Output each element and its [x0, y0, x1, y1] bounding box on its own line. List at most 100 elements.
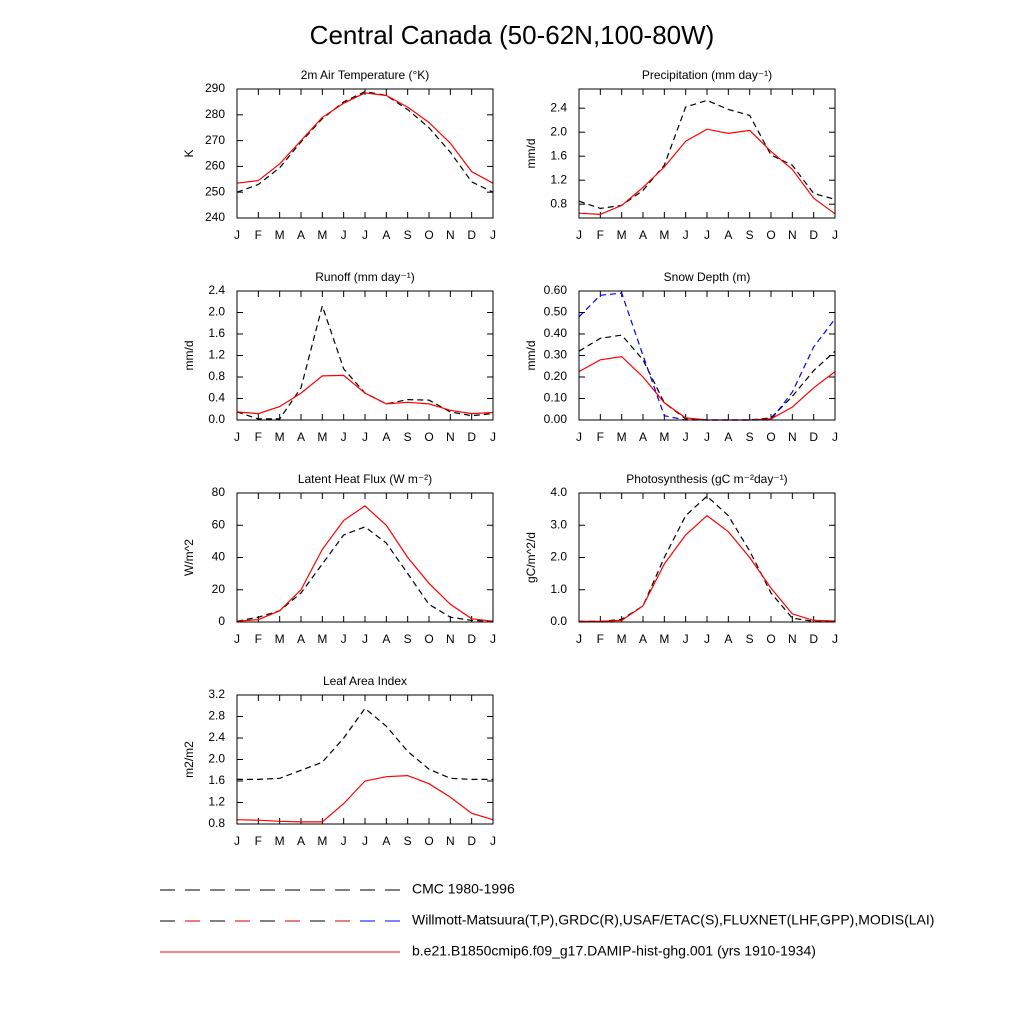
y-tick-label: 260	[205, 159, 225, 173]
y-axis-label: mm/d	[182, 341, 196, 371]
x-tick-label: F	[597, 228, 604, 242]
x-tick-label: F	[597, 632, 604, 646]
x-tick-label: A	[639, 228, 647, 242]
series-line	[578, 355, 836, 421]
series-line	[236, 505, 494, 622]
x-tick-label: D	[809, 228, 818, 242]
x-tick-label: J	[683, 430, 689, 444]
x-tick-label: J	[341, 228, 347, 242]
y-axis-label: m2/m2	[182, 741, 196, 778]
y-tick-label: 3.0	[550, 517, 567, 531]
x-tick-label: A	[639, 632, 647, 646]
x-tick-label: J	[234, 632, 240, 646]
x-tick-label: D	[467, 430, 476, 444]
x-tick-label: J	[683, 228, 689, 242]
series-line	[579, 514, 836, 623]
x-tick-label: M	[617, 430, 627, 444]
x-tick-label: M	[617, 632, 627, 646]
x-tick-label: M	[659, 228, 669, 242]
x-tick-label: A	[724, 430, 732, 444]
x-tick-label: A	[382, 228, 390, 242]
series-line	[236, 374, 494, 415]
y-tick-label: 0.20	[544, 369, 568, 383]
x-tick-label: N	[446, 430, 455, 444]
x-tick-label: A	[382, 430, 390, 444]
y-tick-label: 0.8	[208, 369, 225, 383]
series-line	[578, 99, 836, 210]
x-tick-label: D	[467, 632, 476, 646]
plot-frame	[236, 290, 494, 421]
y-tick-label: 1.6	[208, 326, 225, 340]
x-tick-label: J	[683, 632, 689, 646]
x-tick-label: O	[424, 430, 433, 444]
y-tick-label: 2.4	[550, 100, 567, 114]
y-tick-label: 60	[212, 517, 226, 531]
x-tick-label: D	[467, 834, 476, 848]
plot-frame	[578, 290, 836, 421]
legend-label: Willmott-Matsuura(T,P),GRDC(R),USAF/ETAC…	[412, 912, 934, 928]
x-tick-label: D	[467, 228, 476, 242]
x-tick-label: J	[234, 834, 240, 848]
y-tick-label: 240	[205, 210, 225, 224]
x-tick-label: S	[404, 430, 412, 444]
x-tick-label: N	[788, 228, 797, 242]
y-tick-label: 1.6	[550, 148, 567, 162]
x-tick-label: N	[446, 632, 455, 646]
x-tick-label: S	[404, 834, 412, 848]
y-tick-label: 0.10	[544, 391, 568, 405]
x-tick-label: J	[576, 430, 582, 444]
x-tick-label: N	[788, 430, 797, 444]
y-tick-label: 280	[205, 107, 225, 121]
x-tick-label: F	[255, 632, 262, 646]
y-tick-label: 0.8	[550, 196, 567, 210]
y-tick-label: 2.4	[208, 283, 225, 297]
x-tick-label: M	[317, 632, 327, 646]
panel-title: Precipitation (mm day⁻¹)	[642, 68, 772, 82]
y-tick-label: 0.4	[208, 391, 225, 405]
x-tick-label: J	[490, 834, 496, 848]
series-line	[579, 495, 835, 623]
series-line	[578, 292, 836, 421]
series-line	[236, 774, 494, 823]
y-tick-label: 80	[212, 485, 226, 499]
y-tick-label: 1.2	[208, 795, 225, 809]
y-tick-label: 270	[205, 133, 225, 147]
legend-label: CMC 1980-1996	[412, 881, 515, 897]
x-tick-label: J	[362, 834, 368, 848]
x-tick-label: M	[317, 430, 327, 444]
x-tick-label: N	[446, 834, 455, 848]
x-tick-label: F	[255, 834, 262, 848]
y-tick-label: 0.60	[544, 283, 568, 297]
y-axis-label: mm/d	[524, 341, 538, 371]
y-tick-label: 2.0	[550, 124, 567, 138]
x-tick-label: J	[576, 228, 582, 242]
x-tick-label: A	[724, 228, 732, 242]
x-tick-label: M	[275, 632, 285, 646]
y-tick-label: 40	[212, 550, 226, 564]
x-tick-label: A	[382, 632, 390, 646]
x-tick-label: A	[382, 834, 390, 848]
y-tick-label: 1.2	[550, 172, 567, 186]
x-tick-label: J	[362, 430, 368, 444]
y-tick-label: 0	[218, 614, 225, 628]
x-tick-label: M	[275, 228, 285, 242]
y-tick-label: 2.0	[208, 305, 225, 319]
series-line	[236, 90, 494, 193]
series-line	[578, 334, 836, 421]
y-tick-label: 2.8	[208, 709, 225, 723]
x-tick-label: F	[255, 430, 262, 444]
x-tick-label: J	[832, 632, 838, 646]
x-tick-label: J	[704, 632, 710, 646]
y-axis-label: W/m^2	[182, 539, 196, 576]
x-tick-label: M	[275, 834, 285, 848]
y-tick-label: 250	[205, 184, 225, 198]
y-tick-label: 4.0	[550, 485, 567, 499]
y-tick-label: 1.6	[208, 773, 225, 787]
panel-title: Snow Depth (m)	[664, 270, 751, 284]
y-tick-label: 2.0	[208, 752, 225, 766]
y-tick-label: 0.40	[544, 326, 568, 340]
x-tick-label: A	[297, 430, 305, 444]
y-tick-label: 0.8	[208, 816, 225, 830]
panel-title: 2m Air Temperature (°K)	[301, 68, 430, 82]
plot-frame	[578, 88, 836, 219]
